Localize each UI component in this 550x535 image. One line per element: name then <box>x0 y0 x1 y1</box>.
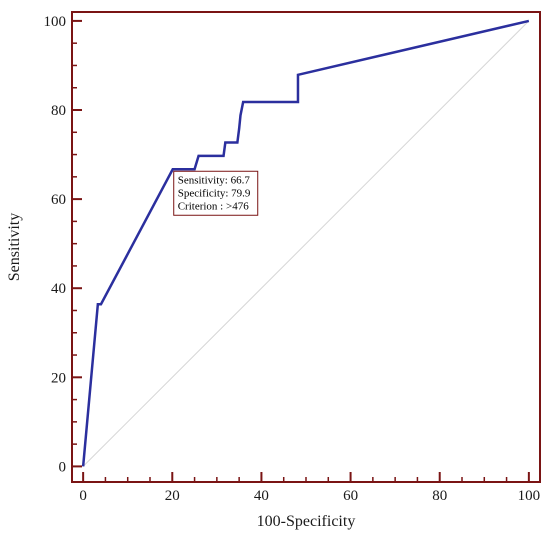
y-axis-ticks: 0 20 40 60 80 100 <box>44 14 82 475</box>
y-tick-label: 0 <box>59 459 67 475</box>
x-axis-ticks: 0 20 40 60 80 100 <box>79 472 540 504</box>
plot-frame <box>71 11 541 483</box>
x-tick-label: 100 <box>518 488 541 504</box>
x-tick-label: 80 <box>432 488 447 504</box>
annotation-specificity: Specificity: 79.9 <box>178 187 251 199</box>
y-axis-title: Sensitivity <box>6 213 23 281</box>
x-tick-label: 40 <box>254 488 269 504</box>
y-tick-label: 20 <box>51 370 66 386</box>
cutoff-annotation: Sensitivity: 66.7 Specificity: 79.9 Crit… <box>173 170 259 216</box>
reference-diagonal-line <box>82 20 530 467</box>
x-tick-label: 20 <box>165 488 180 504</box>
roc-curve-line <box>81 19 530 467</box>
x-tick-label: 0 <box>79 488 87 504</box>
y-tick-label: 40 <box>51 281 66 297</box>
y-tick-label: 80 <box>51 103 66 119</box>
annotation-box <box>173 170 259 216</box>
x-axis-title: 100-Specificity <box>257 513 356 530</box>
annotation-criterion: Criterion : >476 <box>178 200 249 212</box>
y-tick-label: 100 <box>44 14 67 30</box>
y-tick-label: 60 <box>51 192 66 208</box>
annotation-sensitivity: Sensitivity: 66.7 <box>178 174 251 186</box>
x-tick-label: 60 <box>343 488 358 504</box>
